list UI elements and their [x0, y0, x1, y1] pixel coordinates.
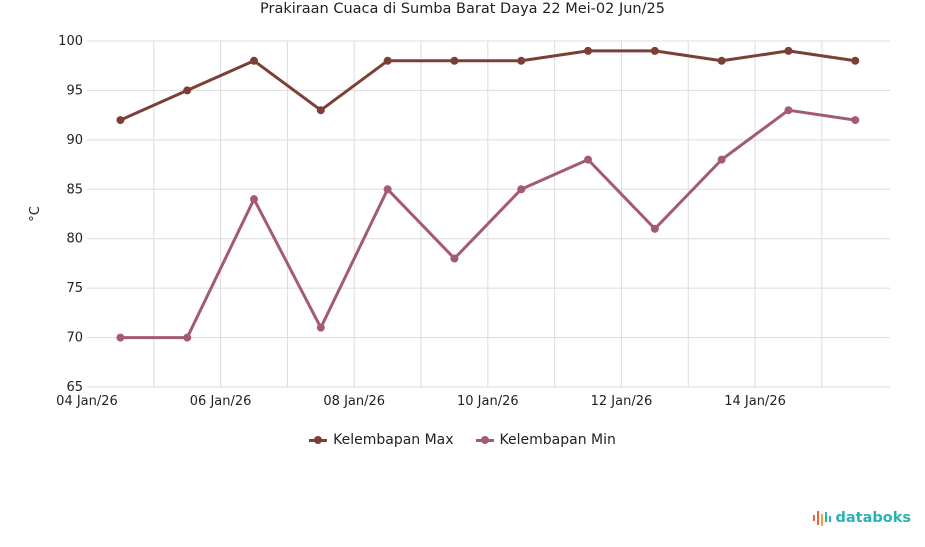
- data-point: [851, 56, 860, 65]
- legend-label: Kelembapan Max: [333, 432, 454, 448]
- x-tick-label: 10 Jan/26: [457, 394, 519, 409]
- series-line-min: [120, 108, 856, 340]
- data-point: [316, 106, 325, 115]
- chart-legend: Kelembapan Max Kelembapan Min: [0, 432, 925, 448]
- legend-swatch: [309, 434, 328, 446]
- y-tick-label: 75: [66, 281, 83, 296]
- data-point: [183, 333, 192, 342]
- data-point: [383, 56, 392, 65]
- brand-logo: databoks: [812, 509, 912, 527]
- data-point: [584, 155, 593, 164]
- data-point: [250, 195, 259, 204]
- data-point: [650, 224, 659, 233]
- data-point: [116, 333, 125, 342]
- x-tick-label: 12 Jan/26: [591, 394, 653, 409]
- y-tick-label: 90: [66, 133, 83, 148]
- databoks-logo-icon: [812, 511, 831, 526]
- y-tick-label: 85: [66, 182, 83, 197]
- y-axis-label: °C: [28, 206, 43, 222]
- data-point: [250, 56, 259, 65]
- data-point: [851, 116, 860, 125]
- data-point: [784, 46, 793, 55]
- data-point: [450, 254, 459, 263]
- data-point: [717, 155, 726, 164]
- legend-item-max[interactable]: Kelembapan Max: [309, 432, 454, 448]
- data-point: [383, 185, 392, 194]
- chart-title: Prakiraan Cuaca di Sumba Barat Daya 22 M…: [260, 1, 665, 17]
- y-tick-label: 70: [66, 331, 83, 346]
- x-tick-label: 14 Jan/26: [724, 394, 786, 409]
- data-point: [784, 106, 793, 115]
- chart-plot: 65 70 75 80 85 90 95 100 04 Jan/26 06 Jan/26 08 Ja…: [28, 34, 890, 409]
- y-tick-label: 95: [66, 83, 83, 98]
- y-tick-label: 80: [66, 232, 83, 247]
- legend-swatch: [475, 434, 494, 446]
- brand-name: databoks: [835, 510, 912, 526]
- data-point: [183, 86, 192, 95]
- data-point: [316, 323, 325, 332]
- legend-item-min[interactable]: Kelembapan Min: [475, 432, 616, 448]
- x-tick-label: 08 Jan/26: [323, 394, 385, 409]
- data-point: [717, 56, 726, 65]
- data-point: [450, 56, 459, 65]
- legend-label: Kelembapan Min: [499, 432, 616, 448]
- data-point: [517, 56, 526, 65]
- series-line-max: [119, 49, 856, 122]
- y-tick-label: 65: [66, 380, 83, 395]
- data-point: [650, 46, 659, 55]
- data-point: [584, 46, 593, 55]
- x-tick-label: 04 Jan/26: [56, 394, 118, 409]
- y-tick-label: 100: [58, 34, 83, 49]
- data-point: [116, 116, 125, 125]
- data-point: [517, 185, 526, 194]
- x-tick-label: 06 Jan/26: [190, 394, 252, 409]
